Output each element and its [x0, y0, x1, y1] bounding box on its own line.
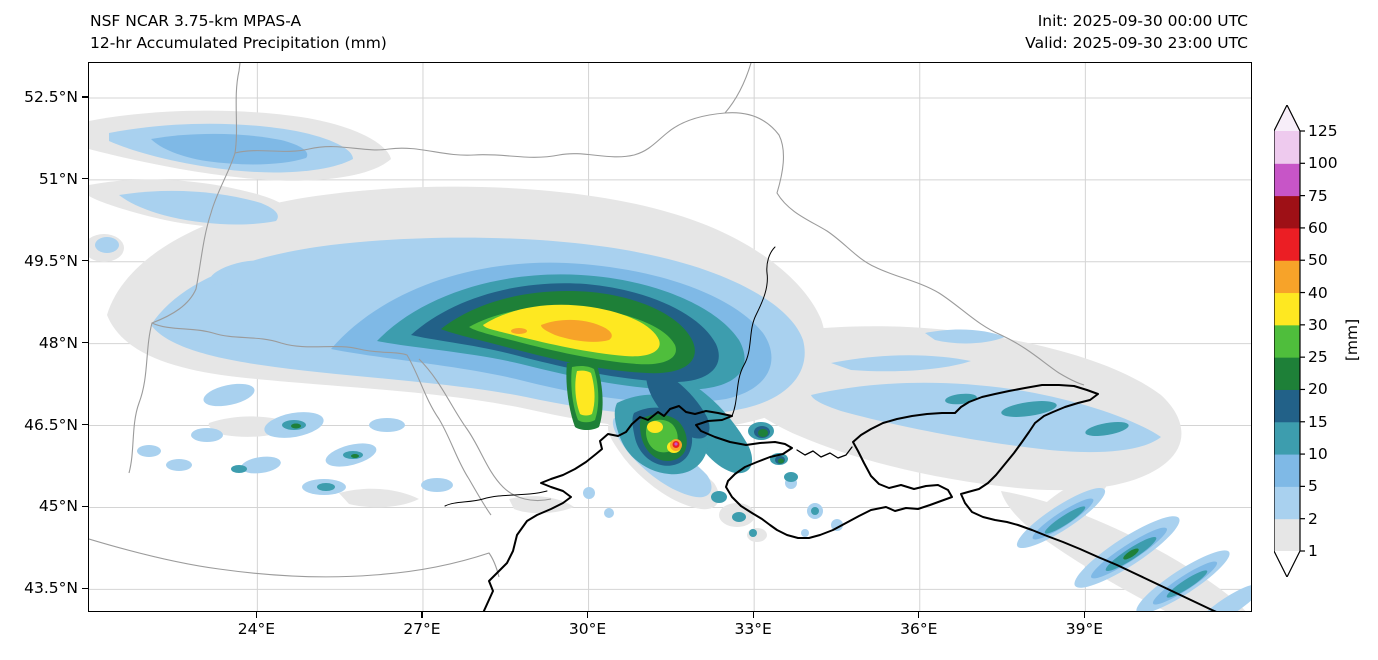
y-tick	[82, 587, 88, 589]
y-tick	[82, 342, 88, 344]
colorbar-segment	[1274, 292, 1300, 326]
x-tick-label: 30°E	[568, 620, 607, 638]
colorbar-level-label: 25	[1308, 348, 1328, 367]
colorbar-segment	[1274, 227, 1300, 261]
colorbar-level-label: 1	[1308, 542, 1318, 560]
y-tick	[82, 505, 88, 508]
x-tick-label: 33°E	[734, 620, 772, 638]
x-tick-label: 36°E	[900, 620, 938, 638]
y-tick	[82, 96, 88, 98]
country-borders	[89, 63, 1085, 578]
run-info: Init: 2025-09-30 00:00 UTC Valid: 2025-0…	[1025, 10, 1248, 54]
y-tick	[82, 260, 88, 262]
x-tick-label: 39°E	[1065, 620, 1103, 638]
colorbar-segment	[1274, 195, 1300, 229]
x-tick	[1083, 612, 1085, 618]
colorbar-segment	[1274, 131, 1300, 164]
colorbar-level-label: 50	[1308, 251, 1328, 270]
x-tick-label: 24°E	[237, 620, 275, 638]
colorbar-svg	[1273, 103, 1305, 579]
colorbar-segment	[1274, 324, 1300, 358]
y-tick-label: 45°N	[38, 497, 78, 516]
colorbar-segment	[1274, 421, 1300, 455]
map-plot-area	[88, 62, 1252, 612]
title-line-2: 12-hr Accumulated Precipitation (mm)	[90, 34, 387, 52]
colorbar-segment	[1274, 454, 1300, 487]
colorbar-level-label: 2	[1308, 509, 1318, 528]
colorbar-segment	[1274, 518, 1300, 552]
x-tick	[752, 612, 754, 618]
colorbar-segment	[1274, 163, 1300, 197]
colorbar-level-label: 5	[1308, 477, 1318, 496]
coastline	[482, 384, 1217, 611]
colorbar-level-label: 10	[1308, 445, 1328, 464]
x-tick	[918, 612, 920, 618]
y-tick-label: 52.5°N	[24, 87, 78, 106]
colorbar-segment	[1274, 486, 1300, 520]
colorbar-segment	[1274, 357, 1300, 390]
colorbar-level-label: 75	[1308, 186, 1328, 205]
x-tick-label: 27°E	[403, 620, 441, 638]
colorbar-segment	[1274, 389, 1300, 423]
precip-40-50mm	[511, 319, 682, 451]
colorbar-level-label: 20	[1308, 380, 1328, 399]
x-tick	[421, 612, 423, 618]
y-tick-label: 48°N	[38, 333, 78, 352]
rivers	[444, 246, 776, 507]
init-time-label: Init: 2025-09-30 00:00 UTC	[1037, 12, 1248, 30]
colorbar-level-label: 30	[1308, 315, 1328, 334]
y-tick-label: 49.5°N	[24, 251, 78, 270]
colorbar-level-label: 40	[1308, 283, 1328, 302]
colorbar-level-label: 60	[1308, 218, 1328, 237]
y-tick-label: 46.5°N	[24, 415, 78, 434]
plot-title: NSF NCAR 3.75-km MPAS-A 12-hr Accumulate…	[90, 10, 387, 54]
colorbar-level-label: 125	[1308, 122, 1338, 140]
x-tick	[255, 612, 257, 618]
colorbar	[1273, 103, 1306, 579]
map-canvas	[89, 63, 1251, 611]
title-line-1: NSF NCAR 3.75-km MPAS-A	[90, 12, 302, 30]
colorbar-over-arrow	[1274, 105, 1300, 131]
colorbar-level-label: 100	[1308, 154, 1338, 173]
y-tick-label: 51°N	[38, 169, 78, 188]
x-tick	[586, 612, 589, 618]
colorbar-unit-label: [mm]	[1343, 318, 1361, 362]
colorbar-segment	[1274, 260, 1300, 294]
precip-max-cell	[672, 441, 680, 448]
y-tick-label: 43.5°N	[24, 579, 78, 598]
y-tick	[82, 423, 88, 426]
colorbar-under-arrow	[1274, 551, 1300, 577]
colorbar-level-label: 15	[1308, 412, 1328, 431]
y-tick	[82, 178, 88, 180]
valid-time-label: Valid: 2025-09-30 23:00 UTC	[1025, 34, 1248, 52]
